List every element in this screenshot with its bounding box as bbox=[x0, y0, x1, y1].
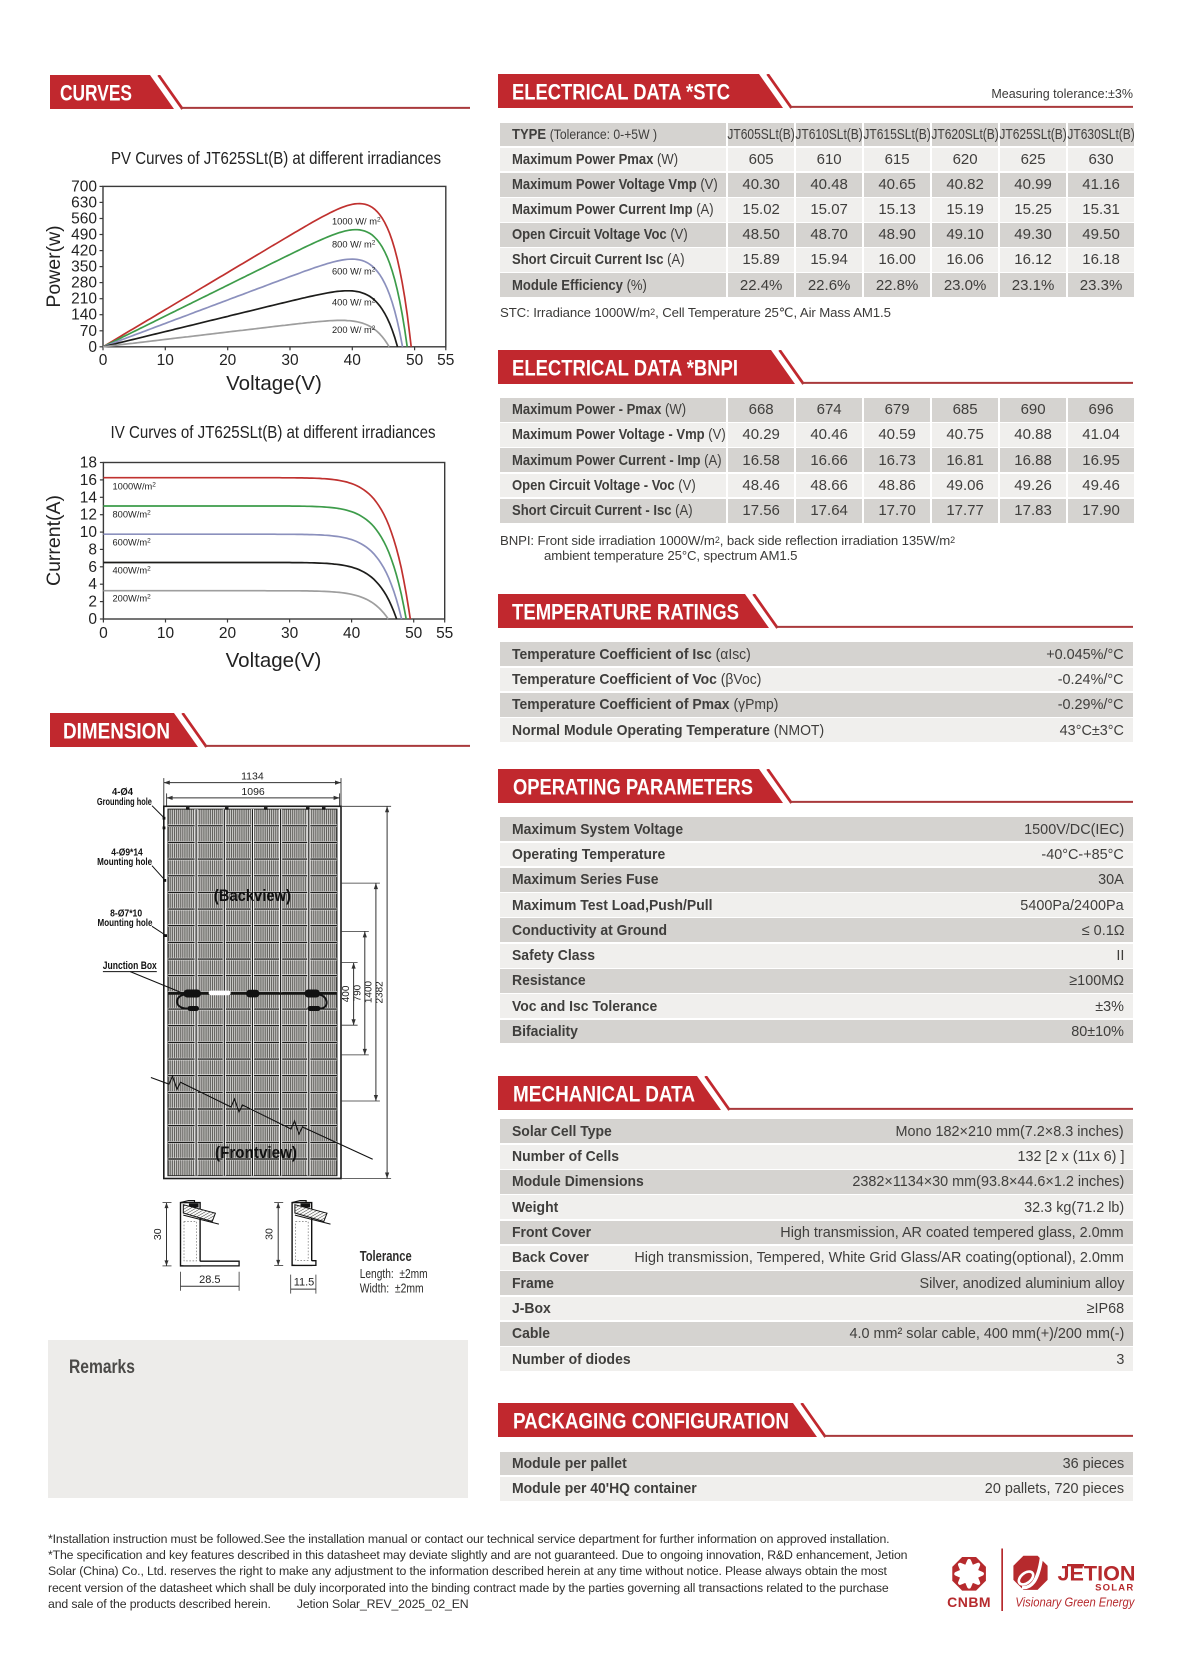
svg-text:Mounting hole: Mounting hole bbox=[97, 856, 152, 868]
svg-text:18: 18 bbox=[80, 455, 97, 472]
svg-text:280: 280 bbox=[71, 275, 97, 292]
svg-text:2382: 2382 bbox=[375, 981, 386, 1004]
svg-text:0: 0 bbox=[88, 339, 97, 356]
svg-text:20: 20 bbox=[219, 352, 237, 369]
svg-text:(Frontview): (Frontview) bbox=[215, 1143, 297, 1162]
svg-text:14: 14 bbox=[80, 489, 98, 506]
svg-text:MECHANICAL DATA: MECHANICAL DATA bbox=[513, 1081, 695, 1106]
svg-text:Power(w): Power(w) bbox=[43, 225, 65, 307]
svg-text:10: 10 bbox=[80, 524, 98, 541]
svg-text:PV Curves of JT625SLt(B) at di: PV Curves of JT625SLt(B) at different ir… bbox=[111, 148, 441, 168]
svg-text:800 W/ m2: 800 W/ m2 bbox=[332, 240, 376, 250]
svg-text:Tolerance: Tolerance bbox=[360, 1249, 412, 1265]
svg-text:30: 30 bbox=[152, 1228, 164, 1240]
svg-text:630: 630 bbox=[71, 194, 97, 211]
svg-text:12: 12 bbox=[80, 507, 97, 524]
svg-text:140: 140 bbox=[71, 307, 97, 324]
svg-text:Width: ±2mm: Width: ±2mm bbox=[360, 1282, 424, 1296]
svg-text:ELECTRICAL DATA *STC: ELECTRICAL DATA *STC bbox=[512, 79, 730, 104]
svg-text:8-Ø7*10: 8-Ø7*10 bbox=[110, 908, 142, 920]
svg-text:ELECTRICAL DATA *BNPI: ELECTRICAL DATA *BNPI bbox=[512, 355, 738, 380]
svg-text:(Backview): (Backview) bbox=[214, 886, 291, 905]
svg-text:70: 70 bbox=[80, 323, 98, 340]
svg-text:DIMENSION: DIMENSION bbox=[63, 718, 170, 743]
svg-text:28.5: 28.5 bbox=[199, 1274, 220, 1286]
svg-text:Visionary Green Energy: Visionary Green Energy bbox=[1015, 1595, 1135, 1610]
svg-text:600 W/ m2: 600 W/ m2 bbox=[332, 267, 376, 277]
svg-text:0: 0 bbox=[99, 625, 108, 642]
svg-text:IV Curves of JT625SLt(B) at di: IV Curves of JT625SLt(B) at different ir… bbox=[111, 422, 436, 442]
svg-text:11.5: 11.5 bbox=[294, 1277, 315, 1289]
svg-text:30: 30 bbox=[281, 352, 299, 369]
svg-text:16: 16 bbox=[80, 472, 97, 489]
svg-text:Junction Box: Junction Box bbox=[103, 960, 158, 972]
svg-text:490: 490 bbox=[71, 227, 97, 244]
svg-text:CURVES: CURVES bbox=[60, 81, 132, 106]
svg-text:800W/m2: 800W/m2 bbox=[113, 510, 152, 520]
svg-text:1096: 1096 bbox=[241, 786, 265, 798]
svg-text:350: 350 bbox=[71, 259, 97, 276]
svg-text:50: 50 bbox=[406, 352, 424, 369]
svg-text:600W/m2: 600W/m2 bbox=[113, 538, 152, 548]
svg-text:55: 55 bbox=[437, 352, 454, 369]
svg-text:30: 30 bbox=[264, 1228, 276, 1240]
svg-text:1000W/m2: 1000W/m2 bbox=[113, 482, 157, 492]
svg-text:200 W/ m2: 200 W/ m2 bbox=[332, 325, 376, 335]
svg-text:PACKAGING CONFIGURATION: PACKAGING CONFIGURATION bbox=[513, 1408, 789, 1433]
svg-text:200W/m2: 200W/m2 bbox=[113, 594, 152, 604]
svg-text:400W/m2: 400W/m2 bbox=[113, 566, 152, 576]
svg-text:40: 40 bbox=[343, 625, 361, 642]
svg-text:8: 8 bbox=[88, 541, 97, 558]
svg-text:50: 50 bbox=[405, 625, 423, 642]
svg-text:Grounding hole: Grounding hole bbox=[97, 796, 152, 808]
svg-text:Length: ±2mm: Length: ±2mm bbox=[360, 1267, 428, 1281]
svg-text:790: 790 bbox=[352, 984, 363, 1001]
svg-text:20: 20 bbox=[219, 625, 237, 642]
svg-text:4-Ø4: 4-Ø4 bbox=[112, 786, 133, 798]
svg-text:30: 30 bbox=[281, 625, 299, 642]
svg-text:SOLAR: SOLAR bbox=[1095, 1583, 1134, 1594]
svg-text:400: 400 bbox=[341, 985, 352, 1002]
svg-text:Current(A): Current(A) bbox=[43, 495, 65, 586]
svg-text:700: 700 bbox=[71, 178, 97, 195]
svg-text:560: 560 bbox=[71, 211, 97, 228]
svg-text:10: 10 bbox=[157, 625, 175, 642]
svg-text:10: 10 bbox=[157, 352, 175, 369]
svg-text:0: 0 bbox=[99, 352, 108, 369]
svg-text:OPERATING PARAMETERS: OPERATING PARAMETERS bbox=[513, 775, 753, 800]
svg-text:JETION: JETION bbox=[1058, 1562, 1136, 1585]
svg-text:4: 4 bbox=[88, 576, 97, 593]
svg-text:2: 2 bbox=[88, 594, 97, 611]
svg-text:400 W/ m2: 400 W/ m2 bbox=[332, 298, 376, 308]
svg-text:6: 6 bbox=[88, 559, 97, 576]
svg-text:420: 420 bbox=[71, 243, 97, 260]
svg-text:CNBM: CNBM bbox=[947, 1594, 991, 1610]
svg-text:1000 W/ m2: 1000 W/ m2 bbox=[332, 217, 381, 227]
svg-text:Voltage(V): Voltage(V) bbox=[226, 372, 322, 395]
svg-text:1400: 1400 bbox=[363, 980, 374, 1003]
svg-text:0: 0 bbox=[88, 611, 97, 628]
svg-text:Mounting hole: Mounting hole bbox=[98, 917, 153, 929]
svg-text:40: 40 bbox=[344, 352, 362, 369]
svg-text:Voltage(V): Voltage(V) bbox=[226, 649, 322, 672]
svg-text:55: 55 bbox=[436, 625, 453, 642]
svg-text:4-Ø9*14: 4-Ø9*14 bbox=[111, 847, 143, 859]
svg-text:210: 210 bbox=[71, 291, 97, 308]
svg-text:1134: 1134 bbox=[241, 771, 264, 783]
svg-text:TEMPERATURE RATINGS: TEMPERATURE RATINGS bbox=[512, 600, 739, 625]
